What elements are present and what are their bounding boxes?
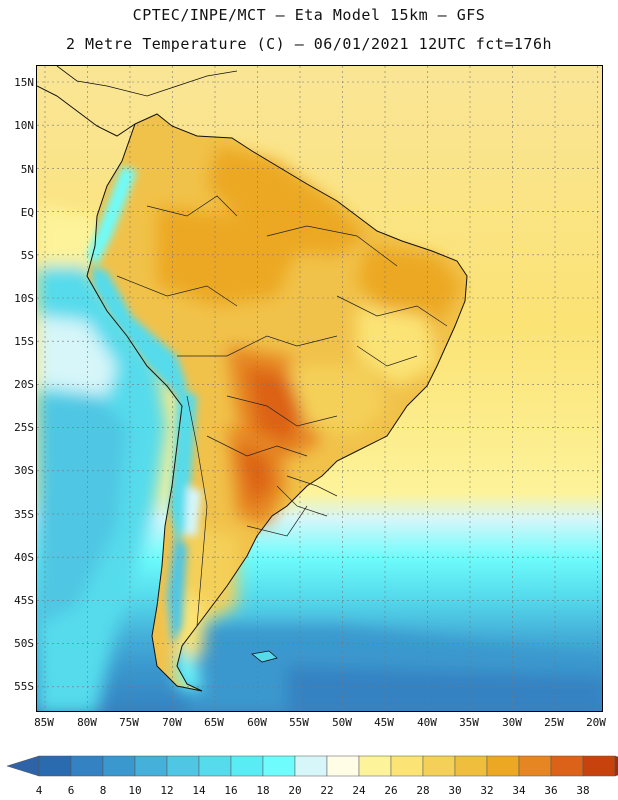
- colorbar-label: 18: [256, 784, 270, 797]
- pacific-cool-field: [37, 206, 602, 711]
- lat-label: 25S: [14, 421, 34, 434]
- lat-label: 50S: [14, 637, 34, 650]
- central-america-coast: [37, 85, 136, 137]
- colorbar-label: 30: [448, 784, 462, 797]
- title-line-2: 2 Metre Temperature (C) – 06/01/2021 12U…: [65, 35, 553, 53]
- lat-label: 55S: [14, 680, 34, 693]
- colorbar-swatch: [326, 755, 360, 777]
- lat-label: 10N: [14, 119, 34, 132]
- coastline: [86, 113, 468, 692]
- colorbar-label: 12: [160, 784, 174, 797]
- map-svg: [37, 66, 602, 711]
- andes-cool-band: [87, 166, 202, 646]
- lat-label: 35S: [14, 508, 34, 521]
- lon-label: 50W: [332, 716, 352, 729]
- colorbar-swatch: [454, 755, 488, 777]
- title-line-1: CPTEC/INPE/MCT – Eta Model 15km – GFS: [132, 6, 486, 24]
- lon-label: 40W: [417, 716, 437, 729]
- colorbar-label: 26: [384, 784, 398, 797]
- lat-label: 5S: [20, 249, 34, 262]
- lat-label: 45S: [14, 594, 34, 607]
- falkland-islands: [251, 650, 278, 663]
- colorbar-label: 38: [576, 784, 590, 797]
- colorbar-swatch: [550, 755, 584, 777]
- lon-label: 20W: [586, 716, 606, 729]
- colorbar-label: 32: [480, 784, 494, 797]
- land-temperature-field: [157, 146, 462, 691]
- colorbar-under-arrow: [6, 755, 40, 777]
- lon-label: 70W: [162, 716, 182, 729]
- lat-label: EQ: [20, 206, 34, 219]
- colorbar-label: 8: [99, 784, 107, 797]
- colorbar-swatch: [390, 755, 424, 777]
- colorbar-label: 20: [288, 784, 302, 797]
- lon-label: 65W: [204, 716, 224, 729]
- colorbar-swatch: [294, 755, 328, 777]
- colorbar-swatch: [230, 755, 264, 777]
- lat-label: 40S: [14, 551, 34, 564]
- lon-label: 35W: [459, 716, 479, 729]
- lon-label: 55W: [289, 716, 309, 729]
- colorbar-label: 14: [192, 784, 206, 797]
- lat-label: 30S: [14, 464, 34, 477]
- colorbar-over-arrow: [614, 755, 618, 777]
- colorbar-swatch: [38, 755, 72, 777]
- lon-label: 25W: [544, 716, 564, 729]
- lat-label: 10S: [14, 292, 34, 305]
- colorbar-label: 16: [224, 784, 238, 797]
- colorbar-label: 10: [128, 784, 142, 797]
- lat-label: 20S: [14, 378, 34, 391]
- colorbar-swatch: [518, 755, 552, 777]
- colorbar-swatch: [70, 755, 104, 777]
- colorbar-label: 24: [352, 784, 366, 797]
- colorbar-swatch: [198, 755, 232, 777]
- lon-label: 80W: [77, 716, 97, 729]
- colorbar-swatch: [358, 755, 392, 777]
- colorbar-label: 28: [416, 784, 430, 797]
- colorbar-label: 34: [512, 784, 526, 797]
- lon-label: 60W: [247, 716, 267, 729]
- caribbean-coast: [56, 66, 238, 97]
- colorbar-label: 4: [35, 784, 43, 797]
- lon-label: 85W: [34, 716, 54, 729]
- colorbar-swatch: [262, 755, 296, 777]
- lon-label: 45W: [374, 716, 394, 729]
- colorbar-swatch: [134, 755, 168, 777]
- colorbar-swatch: [486, 755, 520, 777]
- lon-label: 75W: [119, 716, 139, 729]
- country-borders: [116, 195, 448, 627]
- lat-label: 15N: [14, 76, 34, 89]
- colorbar-swatch: [422, 755, 456, 777]
- colorbar-label: 22: [320, 784, 334, 797]
- colorbar-swatch: [582, 755, 616, 777]
- lat-label: 5N: [20, 163, 34, 176]
- colorbar-label: 6: [67, 784, 75, 797]
- colorbar-swatches: [6, 755, 618, 777]
- colorbar-label: 36: [544, 784, 558, 797]
- temperature-map: [36, 65, 603, 712]
- colorbar-swatch: [166, 755, 200, 777]
- lat-label: 15S: [14, 335, 34, 348]
- colorbar: [6, 755, 618, 777]
- colorbar-swatch: [102, 755, 136, 777]
- lon-label: 30W: [502, 716, 522, 729]
